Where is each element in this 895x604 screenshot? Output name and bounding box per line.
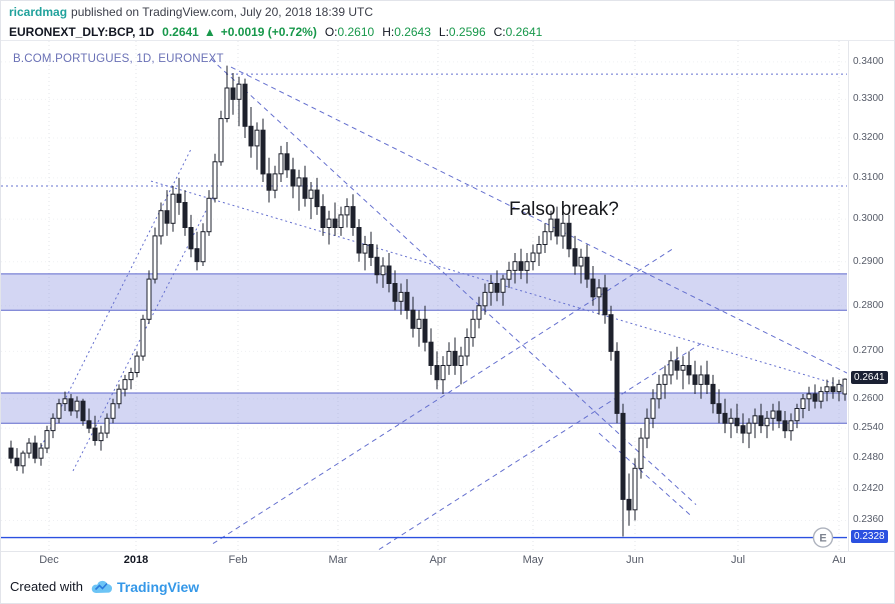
ohlc-group: O:0.2610 H:0.2643 L:0.2596 C:0.2641 (325, 25, 543, 39)
price-tick: 0.2800 (853, 300, 884, 311)
time-axis-label: Au (832, 554, 846, 566)
time-axis-label: Apr (429, 554, 447, 566)
price-tick: 0.2900 (853, 256, 884, 267)
last-price: 0.2641 (162, 24, 199, 39)
time-axis-label: Mar (328, 554, 348, 566)
last-price-label: 0.2641 (851, 371, 888, 384)
candlestick-chart: E (1, 41, 847, 551)
high-value: H:0.2643 (382, 24, 431, 39)
chart-legend: B.COM.PORTUGUES, 1D, EURONEXT (13, 53, 224, 65)
quote-group: 0.2641 ▲ +0.0019 (+0.72%) (162, 25, 317, 39)
price-tick: 0.2420 (853, 483, 884, 494)
time-axis-label: Feb (228, 554, 248, 566)
time-axis-label: Dec (39, 554, 59, 566)
attribution-text: published on TradingView.com, July 20, 2… (71, 5, 373, 19)
symbol-title: EURONEXT_DLY:BCP, 1D (9, 24, 155, 39)
price-tick: 0.2480 (853, 452, 884, 463)
username-link[interactable]: ricardmag (9, 5, 68, 19)
footer: Created with TradingView (1, 568, 894, 603)
tradingview-logo-icon (91, 580, 113, 593)
price-change: +0.0019 (+0.72%) (220, 24, 317, 39)
chart-annotation: Falso break? (509, 198, 619, 220)
dotted-levels (1, 73, 847, 187)
time-axis: Dec 2018 Feb Mar Apr May Jun Jul Au (1, 551, 894, 568)
price-tick: 0.3200 (853, 132, 884, 143)
created-with-text: Created with (10, 579, 83, 594)
attribution-bar: ricardmag published on TradingView.com, … (1, 1, 894, 23)
time-axis-label: May (522, 554, 544, 566)
tradingview-brand-text: TradingView (116, 578, 200, 595)
price-tick: 0.2700 (853, 345, 884, 356)
candles (8, 65, 847, 537)
price-tick: 0.2360 (853, 514, 884, 525)
level-price-label: 0.2328 (851, 530, 888, 543)
open-value: O:0.2610 (324, 24, 375, 39)
price-tick: 0.3000 (853, 213, 884, 224)
price-tick: 0.2540 (853, 422, 884, 433)
time-axis-label: Jul (730, 554, 746, 566)
price-axis: 0.3400 0.3300 0.3200 0.3100 0.3000 0.2900 0.28… (848, 41, 894, 551)
price-tick: 0.3300 (853, 93, 884, 104)
close-value: C:0.2641 (493, 24, 543, 39)
time-axis-label: Jun (626, 554, 644, 566)
tradingview-link[interactable]: TradingView (91, 579, 199, 595)
price-tick: 0.3100 (853, 172, 884, 183)
level-marker: E (812, 527, 834, 548)
price-bands (1, 273, 847, 424)
symbol-bar: EURONEXT_DLY:BCP, 1D 0.2641 ▲ +0.0019 (+… (1, 23, 894, 41)
price-tick: 0.2600 (853, 393, 884, 404)
price-tick: 0.3400 (853, 56, 884, 67)
low-value: L:0.2596 (438, 24, 486, 39)
change-arrow-icon: ▲ (203, 24, 216, 39)
svg-text:E: E (819, 533, 826, 545)
time-axis-label: 2018 (123, 554, 149, 566)
